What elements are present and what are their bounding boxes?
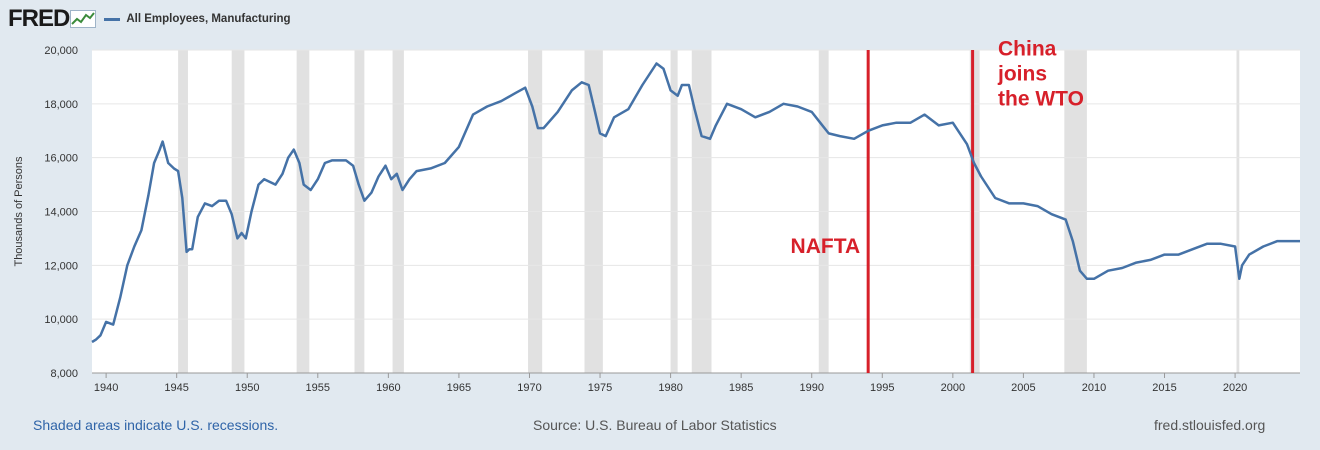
x-tick-label: 1970	[517, 382, 541, 394]
x-tick-label: 1985	[729, 382, 753, 394]
annotation-label-line: the WTO	[998, 87, 1084, 110]
x-tick-label: 1965	[447, 382, 471, 394]
y-tick-label: 20,000	[44, 45, 78, 57]
y-tick-label: 8,000	[50, 368, 78, 380]
recession-note-link[interactable]: Shaded areas indicate U.S. recessions.	[33, 417, 279, 433]
x-tick-label: 1950	[235, 382, 259, 394]
y-tick-label: 16,000	[44, 153, 78, 165]
series	[91, 62, 1300, 344]
annotation-label: China joins the WTO	[997, 37, 1084, 110]
x-tick-label: 1945	[164, 382, 188, 394]
source-note: Source: U.S. Bureau of Labor Statistics	[533, 417, 777, 433]
series-line[interactable]	[91, 62, 1300, 344]
annotation-labels: NAFTA China joins the WTO	[791, 37, 1084, 258]
x-tick-label: 1955	[306, 382, 330, 394]
site-url[interactable]: fred.stlouisfed.org	[1154, 417, 1266, 433]
x-tick-label: 1980	[658, 382, 682, 394]
y-tick-label: 14,000	[44, 207, 78, 219]
legend-label[interactable]: All Employees, Manufacturing	[126, 13, 291, 25]
y-tick-label: 12,000	[44, 260, 78, 272]
x-tick-label: 2015	[1152, 382, 1176, 394]
x-tick-label: 1995	[870, 382, 894, 394]
x-tick-label: 1960	[376, 382, 400, 394]
annotation-label-line: NAFTA	[791, 235, 861, 258]
x-tick-label: 2010	[1082, 382, 1106, 394]
x-tick-label: 2000	[941, 382, 965, 394]
annotation-lines	[866, 50, 975, 373]
x-tick-label: 1990	[799, 382, 823, 394]
y-tick-label: 10,000	[44, 314, 78, 326]
annotation-label-line: joins	[997, 62, 1047, 85]
y-axis-label: Thousands of Persons	[13, 156, 25, 267]
y-tick-label: 18,000	[44, 99, 78, 111]
axes: 8,000 10,000 12,000 14,000 16,000 18,000 20,00…	[13, 45, 1300, 394]
x-tick-label: 1975	[588, 382, 612, 394]
x-tick-label: 1940	[94, 382, 118, 394]
x-tick-label: 2005	[1011, 382, 1035, 394]
fred-logo[interactable]: FRED	[8, 5, 70, 32]
legend-swatch	[104, 17, 121, 21]
chart-header: FRED All Employees, Manufacturing	[8, 5, 291, 32]
annotation-label-line: China	[998, 37, 1057, 60]
x-tick-label: 2020	[1223, 382, 1247, 394]
fred-line-graph-icon	[70, 10, 97, 28]
annotation-label: NAFTA	[791, 235, 861, 258]
